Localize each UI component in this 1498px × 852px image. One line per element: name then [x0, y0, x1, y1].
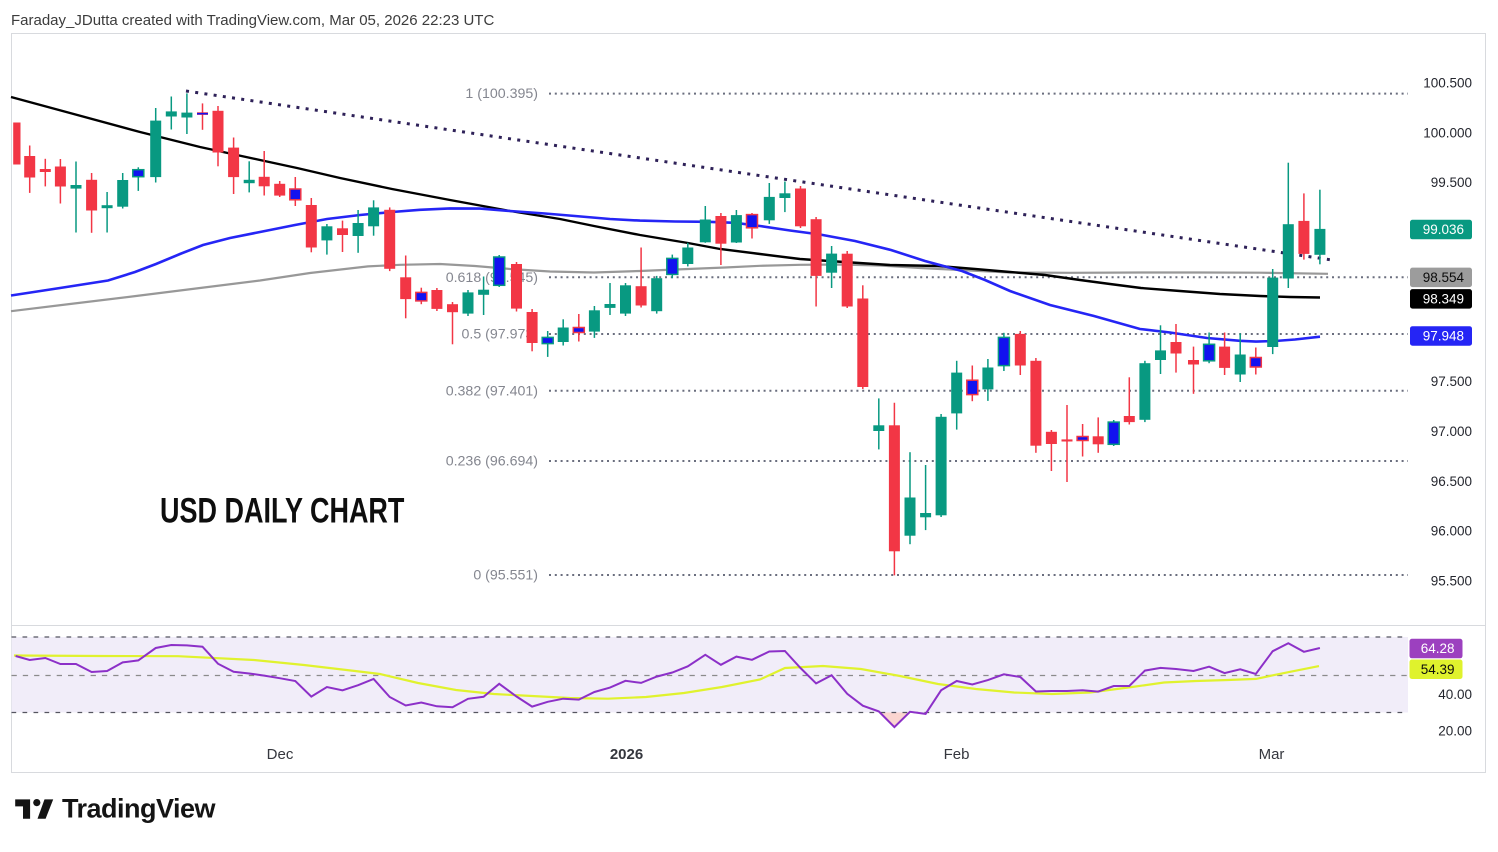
- svg-text:USD DAILY CHART: USD DAILY CHART: [160, 491, 404, 530]
- svg-text:Dec: Dec: [267, 746, 294, 763]
- svg-text:95.500: 95.500: [1431, 574, 1472, 589]
- svg-text:0 (95.551): 0 (95.551): [473, 568, 538, 584]
- svg-text:Faraday_JDutta created with Tr: Faraday_JDutta created with TradingView.…: [11, 12, 494, 29]
- svg-text:Feb: Feb: [944, 746, 970, 763]
- svg-text:100.500: 100.500: [1423, 76, 1472, 91]
- svg-text:0.618 (98.545): 0.618 (98.545): [446, 270, 538, 286]
- svg-text:98.349: 98.349: [1423, 292, 1464, 307]
- svg-text:64.28: 64.28: [1421, 641, 1455, 656]
- svg-text:0.5 (97.973): 0.5 (97.973): [461, 327, 538, 343]
- svg-text:100.000: 100.000: [1423, 126, 1472, 141]
- svg-text:Mar: Mar: [1259, 746, 1285, 763]
- svg-text:99.500: 99.500: [1431, 175, 1472, 190]
- svg-text:96.500: 96.500: [1431, 474, 1472, 489]
- svg-text:98.554: 98.554: [1423, 270, 1465, 285]
- svg-text:97.948: 97.948: [1423, 329, 1464, 344]
- svg-text:0.236 (96.694): 0.236 (96.694): [446, 454, 538, 470]
- svg-text:54.39: 54.39: [1421, 662, 1455, 677]
- svg-text:99.036: 99.036: [1423, 222, 1464, 237]
- svg-text:1 (100.395): 1 (100.395): [465, 86, 538, 102]
- svg-text:40.00: 40.00: [1438, 687, 1472, 702]
- svg-text:TradingView: TradingView: [62, 794, 217, 824]
- svg-text:2026: 2026: [610, 746, 643, 763]
- svg-text:0.382 (97.401): 0.382 (97.401): [446, 383, 538, 399]
- svg-text:97.500: 97.500: [1431, 374, 1472, 389]
- svg-text:20.00: 20.00: [1438, 723, 1472, 738]
- svg-text:96.000: 96.000: [1431, 524, 1472, 539]
- svg-text:97.000: 97.000: [1431, 424, 1472, 439]
